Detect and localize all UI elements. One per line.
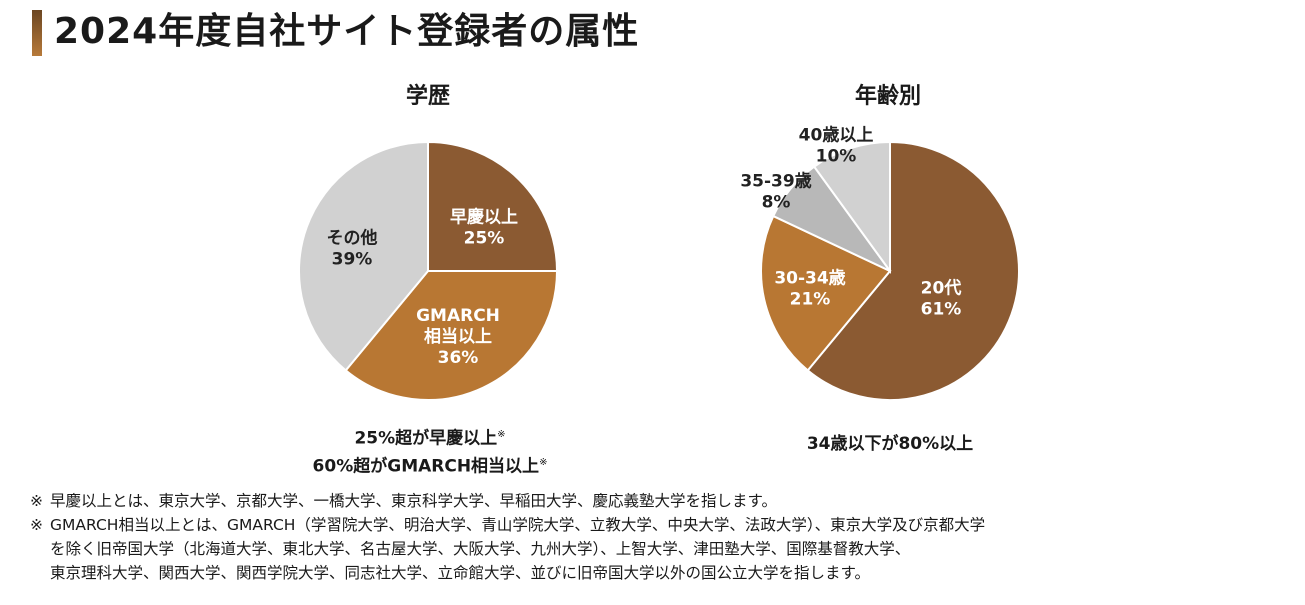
pie-slice-education-2 bbox=[298, 140, 429, 372]
slice-category-education-1: GMARCH bbox=[416, 306, 500, 326]
pie-slice-age-1 bbox=[759, 214, 892, 372]
chart-caption-education: 25%超が早慶以上※ 60%超がGMARCH相当以上※ bbox=[260, 423, 600, 478]
page-title: 2024年度自社サイト登録者の属性 bbox=[54, 11, 640, 52]
slice-category-age-2: 35-39歳 bbox=[740, 171, 811, 192]
footnote-mark: ※ bbox=[30, 516, 43, 534]
slice-value-education-1: 36% bbox=[438, 348, 479, 368]
caption-mark-2: ※ bbox=[539, 456, 548, 468]
slice-value-education-2: 39% bbox=[332, 250, 373, 270]
footnotes: ※ 早慶以上とは、東京大学、京都大学、一橋大学、東京科学大学、早稲田大学、慶応義塾… bbox=[30, 489, 1298, 585]
footnote-1-text: 早慶以上とは、東京大学、京都大学、一橋大学、東京科学大学、早稲田大学、慶応義塾大… bbox=[50, 492, 777, 510]
slice-value-age-3: 10% bbox=[816, 147, 857, 167]
slice-category-age-0: 20代 bbox=[921, 278, 962, 299]
footnote-mark: ※ bbox=[30, 492, 43, 510]
chart-title-education: 学歴 bbox=[405, 84, 450, 109]
slice-value-age-2: 8% bbox=[762, 193, 791, 213]
caption-line-2: 60%超がGMARCH相当以上 bbox=[312, 456, 540, 477]
slice-category-education-0: 早慶以上 bbox=[450, 207, 518, 228]
slice-category-education-2: その他 bbox=[327, 228, 378, 249]
slice-category-age-3: 40歳以上 bbox=[799, 125, 874, 146]
slice-value-age-0: 61% bbox=[921, 300, 962, 320]
chart-caption-age: 34歳以下が80%以上 bbox=[730, 432, 1050, 456]
caption-line-age: 34歳以下が80%以上 bbox=[806, 434, 974, 454]
pie-slice-education-0 bbox=[427, 140, 559, 272]
chart-title-age: 年齢別 bbox=[854, 84, 921, 109]
footnote-2-line-2: を除く旧帝国大学（北海道大学、東北大学、名古屋大学、大阪大学、九州大学）、上智大… bbox=[50, 540, 911, 558]
pie-slice-education-1 bbox=[344, 270, 559, 401]
caption-line-1: 25%超が早慶以上 bbox=[354, 428, 498, 449]
footnote-2-text-line-1: GMARCH相当以上とは、GMARCH（学習院大学、明治大学、青山学院大学、立教… bbox=[50, 516, 986, 534]
slice-value-age-1: 21% bbox=[790, 290, 831, 310]
slice-value-education-0: 25% bbox=[464, 229, 505, 249]
footnote-1: ※ 早慶以上とは、東京大学、京都大学、一橋大学、東京科学大学、早稲田大学、慶応義塾… bbox=[30, 489, 1298, 513]
slice-category-age-1: 30-34歳 bbox=[774, 268, 845, 289]
pie-slice-age-3 bbox=[812, 140, 891, 275]
slice-category-education-1: 相当以上 bbox=[424, 326, 492, 347]
pie-slice-age-0 bbox=[806, 140, 1020, 401]
caption-mark-1: ※ bbox=[497, 429, 506, 440]
title-accent-bar bbox=[32, 10, 42, 56]
footnote-2: ※ GMARCH相当以上とは、GMARCH（学習院大学、明治大学、青山学院大学、立… bbox=[30, 513, 1298, 537]
footnote-2-line-3: 東京理科大学、関西大学、関西学院大学、同志社大学、立命館大学、並びに旧帝国大学以… bbox=[50, 564, 870, 582]
